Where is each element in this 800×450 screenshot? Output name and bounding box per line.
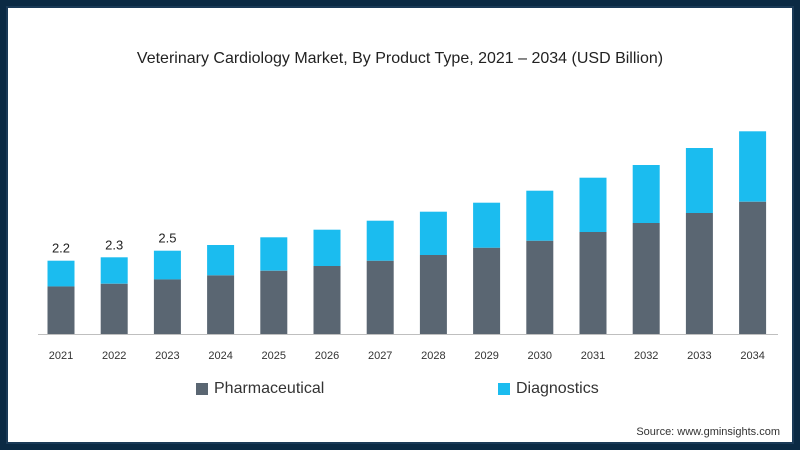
x-tick-label-2029: 2029 [474, 350, 498, 362]
legend-swatch-pharmaceutical [196, 383, 208, 395]
legend-label-diagnostics: Diagnostics [516, 380, 599, 397]
legend: Pharmaceutical Diagnostics [0, 380, 800, 404]
bar-pharmaceutical-2034 [739, 201, 767, 334]
bar-pharmaceutical-2025 [260, 270, 288, 334]
bar-pharmaceutical-2021 [47, 286, 75, 334]
bar-diagnostics-2033 [685, 148, 713, 213]
legend-item-pharmaceutical: Pharmaceutical [196, 380, 324, 398]
x-tick-label-2024: 2024 [208, 350, 232, 362]
source-note: Source: www.gminsights.com [636, 426, 780, 438]
data-label-2023: 2.5 [158, 231, 176, 246]
x-tick-label-2026: 2026 [315, 350, 339, 362]
bar-diagnostics-2027 [366, 220, 394, 261]
data-label-2022: 2.3 [105, 237, 123, 252]
bar-diagnostics-2026 [313, 229, 341, 266]
bar-pharmaceutical-2028 [419, 255, 447, 334]
bar-diagnostics-2029 [473, 202, 501, 248]
bar-pharmaceutical-2033 [685, 213, 713, 334]
bar-diagnostics-2031 [579, 177, 607, 232]
legend-swatch-diagnostics [498, 383, 510, 395]
bar-diagnostics-2021 [47, 260, 75, 287]
bar-pharmaceutical-2024 [207, 275, 235, 334]
bar-diagnostics-2030 [526, 190, 554, 241]
x-tick-label-2034: 2034 [740, 350, 764, 362]
x-tick-label-2027: 2027 [368, 350, 392, 362]
bar-pharmaceutical-2031 [579, 232, 607, 334]
x-tick-label-2023: 2023 [155, 350, 179, 362]
bar-pharmaceutical-2027 [366, 260, 394, 334]
bar-pharmaceutical-2023 [153, 279, 181, 334]
legend-item-diagnostics: Diagnostics [498, 380, 599, 398]
x-tick-label-2030: 2030 [528, 350, 552, 362]
bar-diagnostics-2023 [153, 250, 181, 280]
x-tick-label-2033: 2033 [687, 350, 711, 362]
x-tick-label-2021: 2021 [49, 350, 73, 362]
bar-pharmaceutical-2022 [100, 283, 128, 334]
data-label-2021: 2.2 [52, 241, 70, 256]
bar-diagnostics-2022 [100, 257, 128, 284]
bar-diagnostics-2034 [739, 131, 767, 202]
bar-pharmaceutical-2029 [473, 247, 501, 334]
chart-frame [6, 6, 794, 444]
bar-diagnostics-2024 [207, 245, 235, 276]
legend-label-pharmaceutical: Pharmaceutical [214, 380, 325, 397]
bar-diagnostics-2028 [419, 211, 447, 255]
x-tick-label-2031: 2031 [581, 350, 605, 362]
x-tick-label-2022: 2022 [102, 350, 126, 362]
bar-diagnostics-2025 [260, 237, 288, 271]
x-tick-label-2028: 2028 [421, 350, 445, 362]
bar-pharmaceutical-2032 [632, 223, 660, 334]
bar-diagnostics-2032 [632, 165, 660, 223]
x-tick-label-2025: 2025 [262, 350, 286, 362]
x-tick-label-2032: 2032 [634, 350, 658, 362]
bar-pharmaceutical-2030 [526, 240, 554, 334]
chart-title: Veterinary Cardiology Market, By Product… [136, 50, 664, 67]
bar-pharmaceutical-2026 [313, 266, 341, 334]
